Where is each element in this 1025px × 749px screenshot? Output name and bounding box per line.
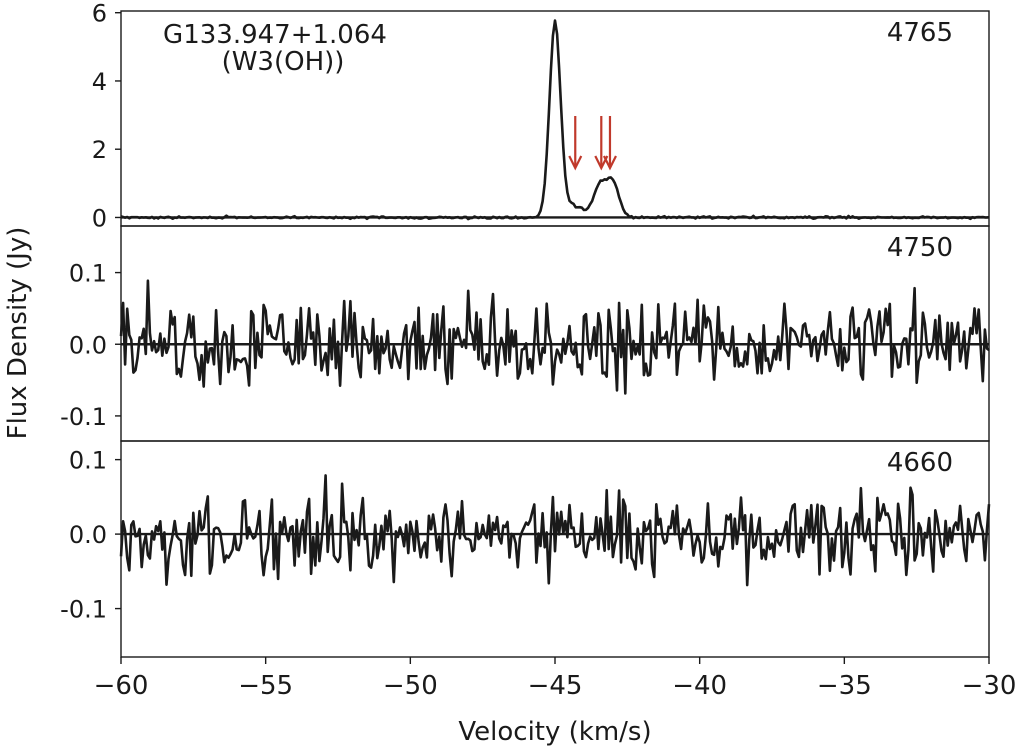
panel-4765: 0 2 4 6 4765: [92, 0, 990, 232]
y-tick-label: -0.1: [60, 403, 107, 431]
feature-arrow: [568, 116, 583, 171]
panel-label-4750: 4750: [887, 233, 953, 263]
feature-arrow: [602, 116, 617, 171]
source-name: G133.947+1.064: [163, 20, 387, 50]
x-tick-label: −55: [238, 671, 293, 701]
source-alias: (W3(OH)): [222, 47, 345, 77]
x-axis-label: Velocity (km/s): [458, 717, 651, 747]
y-tick-label: 0.0: [69, 331, 107, 359]
x-tick-label: −60: [94, 671, 149, 701]
x-tick-label: −30: [962, 671, 1017, 701]
y-tick-label: 0.0: [69, 521, 107, 549]
y-tick-label: 2: [92, 136, 107, 164]
panel-4660: -0.1 0.0 0.1 4660: [60, 440, 991, 658]
y-tick-label: 0.1: [69, 447, 107, 475]
x-tick-label: −50: [383, 671, 438, 701]
x-axis: −60 −55 −50 −45 −40 −35 −30: [94, 657, 1017, 701]
spectrum-line-4660: [119, 474, 991, 587]
panel-label-4660: 4660: [887, 448, 953, 478]
y-tick-label: 4: [92, 68, 107, 96]
panels: 0 2 4 6 4765 -0.1 0.0 0.1 4750 -0.1 0.0 0.1 4660: [60, 0, 991, 658]
spectrum-line-4750: [119, 279, 990, 395]
y-tick-label: 6: [92, 0, 107, 28]
y-tick-label: -0.1: [60, 596, 107, 624]
x-tick-label: −35: [817, 671, 872, 701]
panel-label-4765: 4765: [887, 18, 953, 48]
y-tick-label: 0: [92, 204, 107, 232]
spectrum-line-4765: [120, 19, 990, 221]
x-tick-label: −45: [528, 671, 583, 701]
y-tick-label: 0.1: [69, 260, 107, 288]
y-axis-label: Flux Density (Jy): [3, 227, 33, 440]
x-tick-label: −40: [672, 671, 727, 701]
panel-4750: -0.1 0.0 0.1 4750: [60, 225, 990, 442]
